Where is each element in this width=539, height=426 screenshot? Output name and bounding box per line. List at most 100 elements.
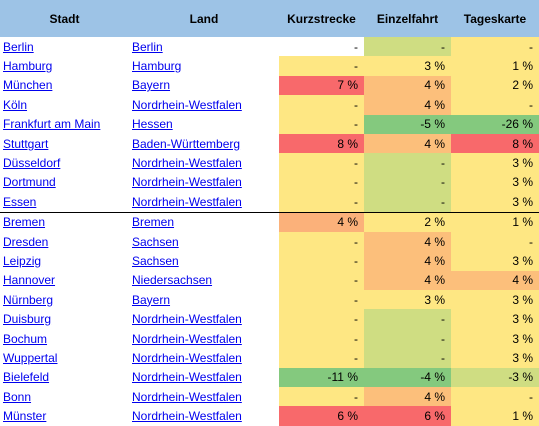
- land-link[interactable]: Niedersachsen: [132, 273, 213, 288]
- stadt-link[interactable]: Essen: [3, 194, 37, 209]
- tageskarte-cell: 3 %: [451, 328, 539, 349]
- stadt-link[interactable]: Stuttgart: [3, 136, 49, 151]
- stadt-link[interactable]: Wuppertal: [3, 350, 58, 365]
- land-link[interactable]: Nordrhein-Westfalen: [132, 194, 242, 209]
- stadt-link[interactable]: Leipzig: [3, 253, 42, 268]
- land-link[interactable]: Nordrhein-Westfalen: [132, 156, 242, 171]
- land-link[interactable]: Bremen: [132, 215, 175, 230]
- land-cell: Nordrhein-Westfalen: [129, 406, 279, 425]
- land-cell: Berlin: [129, 37, 279, 56]
- land-link[interactable]: Nordrhein-Westfalen: [132, 331, 242, 346]
- table-row: Leipzig Sachsen -4 % 3 %: [0, 251, 539, 271]
- stadt-link[interactable]: Bielefeld: [3, 370, 50, 385]
- land-link[interactable]: Hamburg: [132, 59, 182, 74]
- stadt-link[interactable]: Nürnberg: [3, 292, 54, 307]
- land-cell: Hessen: [129, 115, 279, 134]
- einzelfahrt-cell: -5 %: [364, 114, 451, 134]
- table-row: Wuppertal Nordrhein-Westfalen - -3 %: [0, 348, 539, 368]
- land-cell: Nordrhein-Westfalen: [129, 368, 279, 387]
- land-link[interactable]: Bayern: [132, 292, 171, 307]
- land-link[interactable]: Nordrhein-Westfalen: [132, 350, 242, 365]
- land-cell: Bayern: [129, 290, 279, 309]
- header-kurzstrecke: Kurzstrecke: [279, 0, 364, 37]
- land-cell: Niedersachsen: [129, 271, 279, 290]
- land-link[interactable]: Nordrhein-Westfalen: [132, 370, 242, 385]
- land-cell: Bayern: [129, 76, 279, 95]
- stadt-link[interactable]: Dresden: [3, 234, 49, 249]
- tageskarte-cell: 3 %: [451, 172, 539, 193]
- stadt-cell: München: [0, 76, 129, 95]
- table-row: Bielefeld Nordrhein-Westfalen -11 % -4 % -3 …: [0, 367, 539, 388]
- stadt-cell: Düsseldorf: [0, 153, 129, 172]
- land-link[interactable]: Nordrhein-Westfalen: [132, 97, 242, 112]
- land-cell: Baden-Württemberg: [129, 134, 279, 153]
- einzelfahrt-cell: 3 %: [364, 56, 451, 76]
- table-row: Bremen Bremen 4 % 2 % 1 %: [0, 212, 539, 232]
- einzelfahrt-cell: 4 %: [364, 75, 451, 96]
- kurzstrecke-cell: -: [279, 231, 364, 252]
- stadt-link[interactable]: Dortmund: [3, 175, 56, 190]
- stadt-cell: Bremen: [0, 212, 129, 232]
- header-stadt: Stadt: [0, 0, 129, 37]
- land-link[interactable]: Sachsen: [132, 234, 179, 249]
- stadt-link[interactable]: Bonn: [3, 389, 32, 404]
- tageskarte-cell: 3 %: [451, 290, 539, 310]
- table-row: Berlin Berlin - - -: [0, 37, 539, 57]
- land-cell: Sachsen: [129, 251, 279, 270]
- tageskarte-cell: 3 %: [451, 192, 539, 213]
- einzelfahrt-cell: -: [364, 37, 451, 57]
- stadt-link[interactable]: Düsseldorf: [3, 156, 61, 171]
- tageskarte-cell: 8 %: [451, 133, 539, 154]
- kurzstrecke-cell: 7 %: [279, 75, 364, 96]
- land-link[interactable]: Nordrhein-Westfalen: [132, 409, 242, 424]
- kurzstrecke-cell: -: [279, 290, 364, 310]
- stadt-link[interactable]: Berlin: [3, 39, 34, 54]
- stadt-link[interactable]: Bochum: [3, 331, 48, 346]
- tageskarte-cell: 3 %: [451, 251, 539, 271]
- stadt-link[interactable]: Duisburg: [3, 312, 52, 327]
- land-link[interactable]: Hessen: [132, 117, 173, 132]
- table-row: Bochum Nordrhein-Westfalen - -3 %: [0, 328, 539, 349]
- table-row: Nürnberg Bayern -3 % 3 %: [0, 290, 539, 310]
- stadt-link[interactable]: Bremen: [3, 215, 46, 230]
- stadt-link[interactable]: München: [3, 78, 53, 93]
- land-link[interactable]: Bayern: [132, 78, 171, 93]
- table-row: Düsseldorf Nordrhein-Westfalen - -3 %: [0, 153, 539, 173]
- kurzstrecke-cell: -: [279, 114, 364, 134]
- einzelfahrt-cell: 4 %: [364, 251, 451, 271]
- table-row: Dortmund Nordrhein-Westfalen - -3 %: [0, 172, 539, 193]
- einzelfahrt-cell: 4 %: [364, 95, 451, 115]
- land-link[interactable]: Baden-Württemberg: [132, 136, 241, 151]
- tageskarte-cell: -3 %: [451, 367, 539, 388]
- land-link[interactable]: Berlin: [132, 39, 163, 54]
- stadt-cell: Berlin: [0, 37, 129, 56]
- stadt-link[interactable]: Frankfurt am Main: [3, 117, 101, 132]
- table-body: Berlin Berlin - - - Hamburg Hamburg -3 % 1 % Münc…: [0, 37, 539, 426]
- header-tageskarte: Tageskarte: [451, 0, 539, 37]
- table-row: Münster Nordrhein-Westfalen 6 % 6 % 1 %: [0, 406, 539, 426]
- einzelfahrt-cell: -: [364, 328, 451, 349]
- einzelfahrt-cell: -4 %: [364, 367, 451, 388]
- land-link[interactable]: Nordrhein-Westfalen: [132, 312, 242, 327]
- stadt-cell: Köln: [0, 95, 129, 114]
- stadt-link[interactable]: Hamburg: [3, 59, 53, 74]
- kurzstrecke-cell: -: [279, 387, 364, 407]
- stadt-link[interactable]: Münster: [3, 409, 47, 424]
- stadt-cell: Bielefeld: [0, 368, 129, 387]
- stadt-link[interactable]: Hannover: [3, 273, 56, 288]
- land-cell: Nordrhein-Westfalen: [129, 95, 279, 114]
- table-row: Stuttgart Baden-Württemberg 8 % 4 % 8 %: [0, 133, 539, 154]
- land-link[interactable]: Nordrhein-Westfalen: [132, 175, 242, 190]
- stadt-cell: Bochum: [0, 329, 129, 348]
- land-link[interactable]: Sachsen: [132, 253, 179, 268]
- kurzstrecke-cell: -: [279, 309, 364, 329]
- stadt-link[interactable]: Köln: [3, 97, 28, 112]
- einzelfahrt-cell: -: [364, 192, 451, 213]
- stadt-cell: Hannover: [0, 271, 129, 290]
- stadt-cell: Dresden: [0, 232, 129, 251]
- land-link[interactable]: Nordrhein-Westfalen: [132, 389, 242, 404]
- stadt-cell: Nürnberg: [0, 290, 129, 309]
- tageskarte-cell: 4 %: [451, 270, 539, 291]
- stadt-cell: Stuttgart: [0, 134, 129, 153]
- table-row: Köln Nordrhein-Westfalen -4 % -: [0, 95, 539, 115]
